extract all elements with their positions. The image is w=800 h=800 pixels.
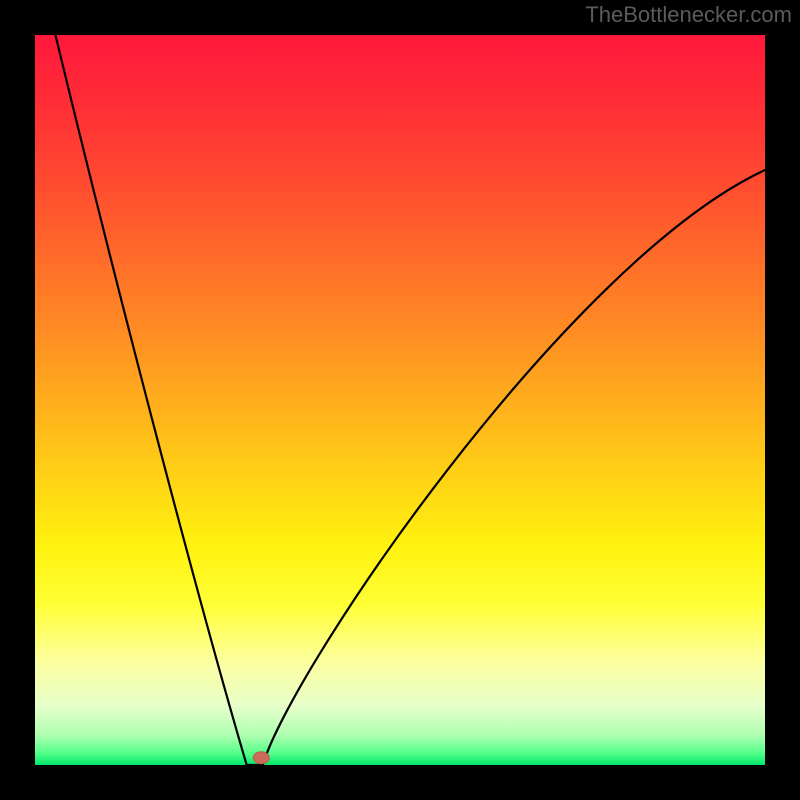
chart-stage: TheBottlenecker.com [0, 0, 800, 800]
bottleneck-chart-svg [0, 0, 800, 800]
optimal-point-marker [253, 752, 269, 764]
plot-area [35, 35, 765, 765]
